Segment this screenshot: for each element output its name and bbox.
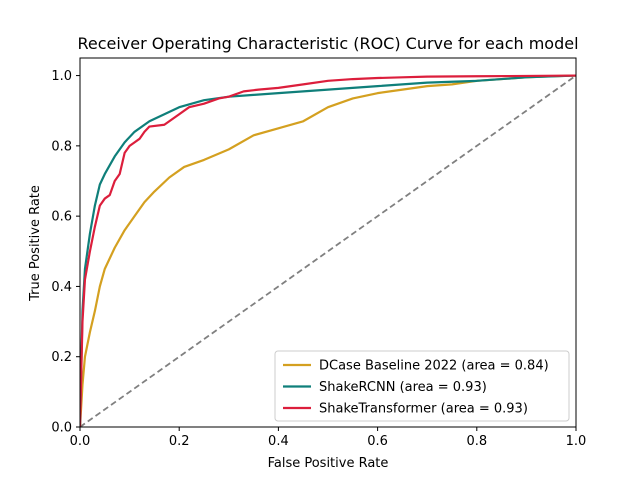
x-tick-label: 0.4 [268, 434, 289, 449]
series-line-1 [80, 74, 576, 427]
plot-area [80, 74, 576, 427]
x-axis-label: False Positive Rate [268, 456, 389, 471]
series-line-0 [80, 74, 576, 427]
axes-frame [79, 57, 577, 428]
chart-title: Receiver Operating Characteristic (ROC) … [77, 34, 578, 53]
y-tick-label: 0.0 [51, 421, 72, 436]
series-line-2 [80, 74, 576, 427]
axes: 0.0 0.2 0.4 0.6 0.8 1.0 0.0 0.2 0.4 0.6 0.8 1.0 [51, 57, 587, 449]
x-tick-label: 1.0 [566, 434, 587, 449]
x-tick-label: 0.2 [169, 434, 190, 449]
y-tick-label: 0.2 [51, 350, 72, 365]
y-tick-label: 0.6 [51, 210, 72, 225]
legend-label: ShakeRCNN (area = 0.93) [319, 380, 487, 395]
y-tick-label: 0.4 [51, 280, 72, 295]
x-tick-label: 0.0 [70, 434, 91, 449]
y-axis-label: True Positive Rate [28, 185, 43, 302]
legend-box [274, 350, 570, 422]
legend-label: ShakeTransformer (area = 0.93) [319, 402, 528, 417]
x-tick-label: 0.6 [367, 434, 388, 449]
legend-label: DCase Baseline 2022 (area = 0.84) [319, 359, 549, 374]
y-tick-label: 0.8 [51, 139, 72, 154]
y-tick-label: 1.0 [51, 69, 72, 84]
legend: DCase Baseline 2022 (area = 0.84) ShakeRC… [274, 350, 570, 422]
reference-diagonal-line [80, 74, 576, 427]
x-tick-label: 0.8 [466, 434, 487, 449]
